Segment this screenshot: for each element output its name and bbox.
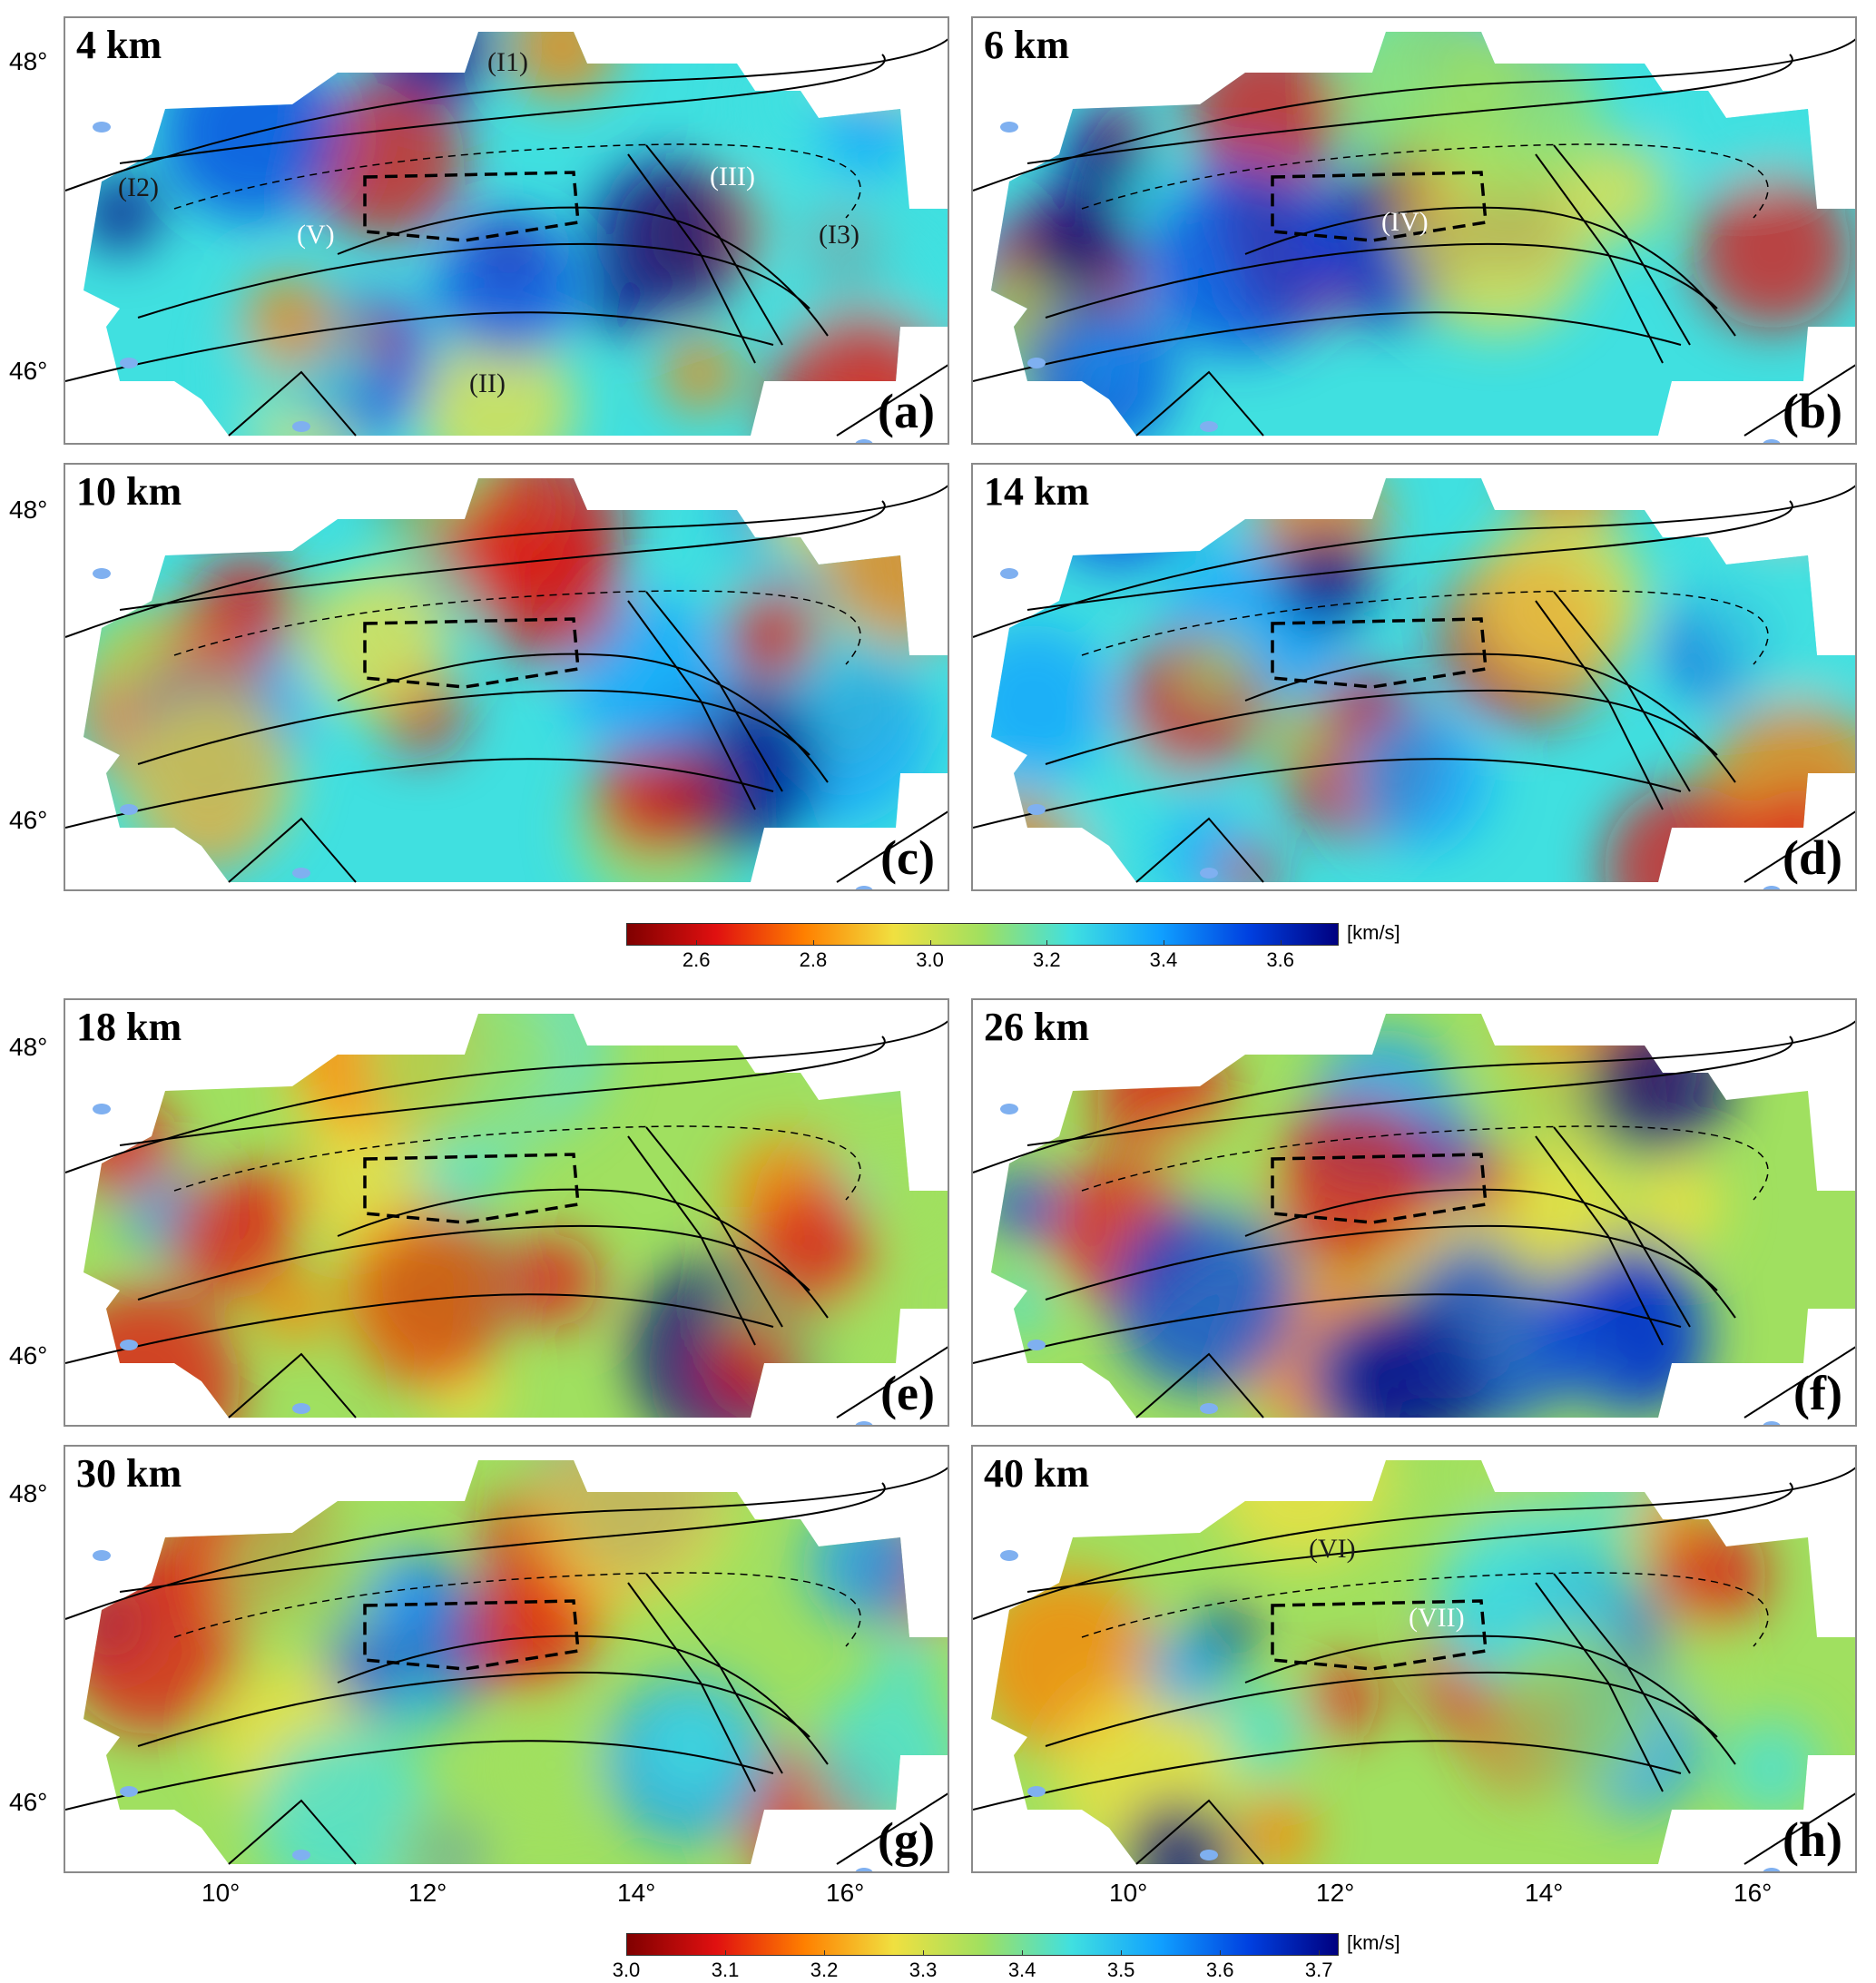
colorbar-tick-label: 3.6 xyxy=(1205,1958,1234,1981)
region-label-III: (III) xyxy=(710,162,755,191)
lon-label-10: 10° xyxy=(201,1879,241,1907)
colorbar-tick-label: 3.4 xyxy=(1149,948,1178,971)
panel-letter: (g) xyxy=(878,1812,935,1867)
velocity-map xyxy=(65,1460,948,1871)
colorbar-tickmark xyxy=(696,940,698,946)
region-label-VII: (VII) xyxy=(1409,1603,1465,1633)
region-label-I2: (I2) xyxy=(118,172,159,202)
colorbar-tick-label: 3.5 xyxy=(1106,1958,1135,1981)
velocity-map xyxy=(973,1014,1855,1425)
colorbar-tick-label: 3.0 xyxy=(916,948,944,971)
map-panel-14km: 14 km (d) xyxy=(971,463,1857,891)
colorbar-tickmark xyxy=(1220,1950,1222,1956)
velocity-map xyxy=(65,478,948,889)
lat-label-48: 48° xyxy=(9,496,48,524)
colorbar-tickmark xyxy=(1022,1950,1024,1956)
lat-label-48: 48° xyxy=(9,1479,48,1507)
lon-label-16: 16° xyxy=(1734,1879,1773,1907)
colorbar-tick-label: 3.7 xyxy=(1304,1958,1333,1981)
panel-letter: (h) xyxy=(1783,1812,1842,1867)
panel-letter: (d) xyxy=(1783,830,1842,885)
region-label-V: (V) xyxy=(297,220,335,250)
colorbar-tickmark xyxy=(923,1950,925,1956)
colorbar-tick-label: 3.2 xyxy=(810,1958,839,1981)
lon-label-14: 14° xyxy=(617,1879,656,1907)
panel-letter: (c) xyxy=(880,830,935,885)
lon-label-14: 14° xyxy=(1525,1879,1564,1907)
depth-label: 4 km xyxy=(76,23,162,67)
lat-label-48: 48° xyxy=(9,47,48,75)
colorbar-unit: [km/s] xyxy=(1347,921,1400,944)
colorbar-tick-label: 2.6 xyxy=(682,948,711,971)
map-panel-26km: 26 km (f) xyxy=(971,998,1857,1427)
region-label-I3: (I3) xyxy=(819,220,859,250)
lat-label-46: 46° xyxy=(9,1341,48,1369)
lon-label-12: 12° xyxy=(408,1879,447,1907)
colorbar-tickmark xyxy=(824,1950,826,1956)
depth-label: 14 km xyxy=(984,469,1090,514)
colorbar-tickmark xyxy=(812,940,814,946)
map-panel-30km: 30 km (g) xyxy=(64,1445,949,1873)
colorbar-tickmark xyxy=(626,1950,627,1956)
velocity-map xyxy=(973,1460,1855,1871)
velocity-map xyxy=(973,478,1855,889)
colorbar-tickmark xyxy=(1046,940,1048,946)
colorbar-tick-label: 3.2 xyxy=(1032,948,1061,971)
colorbar-tickmark xyxy=(725,1950,727,1956)
colorbar-lower xyxy=(626,1933,1339,1956)
depth-label: 10 km xyxy=(76,469,182,514)
panel-letter: (e) xyxy=(880,1366,935,1420)
colorbar-tick-label: 3.1 xyxy=(711,1958,740,1981)
map-panel-6km: 6 km (b) (IV) xyxy=(971,16,1857,445)
colorbar-tick-label: 3.4 xyxy=(1007,1958,1036,1981)
colorbar-tickmark xyxy=(1280,940,1282,946)
region-label-I1: (I1) xyxy=(487,47,528,77)
lat-label-46: 46° xyxy=(9,1788,48,1816)
map-panel-18km: 18 km (e) xyxy=(64,998,949,1427)
colorbar-tick-label: 2.8 xyxy=(799,948,828,971)
map-panel-40km: 40 km (h) (VI) (VII) xyxy=(971,1445,1857,1873)
lat-label-48: 48° xyxy=(9,1033,48,1061)
panel-letter: (f) xyxy=(1793,1366,1842,1420)
lon-label-12: 12° xyxy=(1316,1879,1355,1907)
velocity-map xyxy=(65,1014,948,1425)
lon-label-10: 10° xyxy=(1109,1879,1148,1907)
depth-label: 26 km xyxy=(984,1005,1090,1049)
map-panel-4km: 4 km (a) (I1) (I2) (III) (I3) (V) (II) xyxy=(64,16,949,445)
colorbar-unit: [km/s] xyxy=(1347,1931,1400,1954)
region-label-VI: (VI) xyxy=(1309,1534,1356,1564)
region-label-IV: (IV) xyxy=(1381,207,1429,237)
velocity-map xyxy=(65,32,948,443)
lon-label-16: 16° xyxy=(826,1879,865,1907)
colorbar-tickmark xyxy=(1121,1950,1123,1956)
lat-label-46: 46° xyxy=(9,357,48,385)
colorbar-tick-label: 3.6 xyxy=(1266,948,1294,971)
lat-label-46: 46° xyxy=(9,806,48,834)
velocity-map xyxy=(973,32,1855,443)
region-label-II: (II) xyxy=(469,368,506,398)
depth-label: 18 km xyxy=(76,1005,182,1049)
colorbar-tick-label: 3.3 xyxy=(909,1958,938,1981)
panel-letter: (a) xyxy=(878,384,935,438)
colorbar-tick-label: 3.0 xyxy=(612,1958,641,1981)
depth-label: 30 km xyxy=(76,1451,182,1496)
map-panel-10km: 10 km (c) xyxy=(64,463,949,891)
colorbar-upper xyxy=(626,923,1339,946)
panel-letter: (b) xyxy=(1783,384,1842,438)
depth-label: 40 km xyxy=(984,1451,1090,1496)
colorbar-tickmark xyxy=(929,940,931,946)
colorbar-tickmark xyxy=(1319,1950,1321,1956)
depth-label: 6 km xyxy=(984,23,1070,67)
